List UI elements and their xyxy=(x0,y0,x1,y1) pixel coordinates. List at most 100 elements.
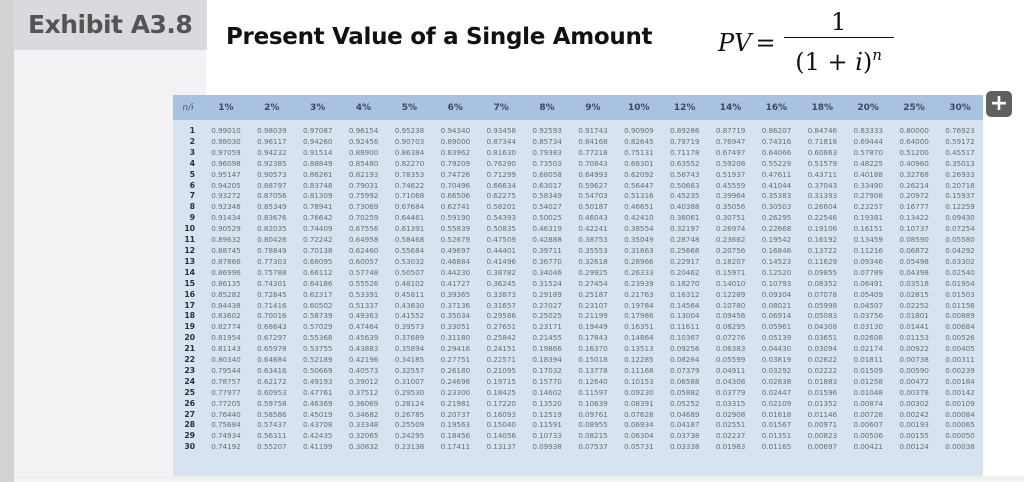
pv-value-cell: 0.45517 xyxy=(945,147,975,157)
pv-value-cell: 0.11168 xyxy=(624,365,654,375)
pv-value-cell: 0.01963 xyxy=(715,442,746,452)
pv-value-cell: 0.21455 xyxy=(532,333,562,343)
pv-value-cell: 0.63017 xyxy=(532,180,562,190)
pv-value-cell: 0.46884 xyxy=(440,256,471,266)
pv-value-cell: 0.89632 xyxy=(211,235,241,245)
pv-value-cell: 0.62460 xyxy=(348,245,379,255)
pv-value-cell: 0.84168 xyxy=(578,136,608,146)
pv-value-cell: 0.20462 xyxy=(669,267,700,277)
pv-value-cell: 0.23300 xyxy=(440,387,471,397)
pv-value-cell: 0.19542 xyxy=(761,235,792,245)
pv-value-cell: 0.31657 xyxy=(486,300,516,310)
pv-value-cell: 0.40960 xyxy=(899,158,929,168)
pv-value-cell: 0.19784 xyxy=(624,300,654,310)
pv-value-cell: 0.63416 xyxy=(257,365,287,375)
period-cell: 20 xyxy=(184,333,195,343)
pv-value-cell: 0.43708 xyxy=(302,420,333,430)
pv-value-cell: 0.20972 xyxy=(899,191,929,201)
pv-value-cell: 0.21095 xyxy=(486,365,516,375)
pv-value-cell: 0.58468 xyxy=(394,235,425,245)
pv-value-cell: 0.03651 xyxy=(807,333,838,343)
left-edge-strip xyxy=(0,0,14,482)
pv-value-cell: 0.12285 xyxy=(624,355,654,365)
pv-value-cell: 0.88797 xyxy=(257,180,287,190)
pv-value-cell: 0.23138 xyxy=(394,442,425,452)
pv-value-cell: 0.03756 xyxy=(853,311,883,321)
pv-value-cell: 0.12259 xyxy=(945,202,975,212)
page-title: Present Value of a Single Amount xyxy=(226,24,653,50)
pv-value-cell: 0.78757 xyxy=(211,376,241,386)
pv-value-cell: 0.02608 xyxy=(853,333,883,343)
table-row: 13 0.87866 0.77303 0.68095 0.60057 0.53032 0.4… xyxy=(173,257,983,268)
pv-value-cell: 0.54393 xyxy=(486,213,516,223)
pv-value-cell: 0.39365 xyxy=(440,289,471,299)
pv-value-cell: 0.53755 xyxy=(302,344,333,354)
pv-value-cell: 0.18425 xyxy=(486,387,516,397)
pv-value-cell: 0.05961 xyxy=(761,322,792,332)
pv-value-cell: 0.82645 xyxy=(624,136,654,146)
pv-value-cell: 0.21199 xyxy=(578,311,608,321)
plus-icon: + xyxy=(989,91,1009,116)
pv-value-cell: 0.00311 xyxy=(945,355,975,365)
pv-value-cell: 0.64186 xyxy=(302,278,333,288)
pv-value-cell: 0.41044 xyxy=(761,180,792,190)
pv-value-cell: 0.06383 xyxy=(715,344,746,354)
pv-value-cell: 0.66506 xyxy=(440,191,471,201)
pv-value-cell: 0.11611 xyxy=(669,322,700,332)
pv-value-cell: 0.89000 xyxy=(440,136,471,146)
pv-value-cell: 0.05998 xyxy=(807,300,838,310)
expand-button[interactable]: + xyxy=(986,91,1012,117)
pv-value-cell: 0.43630 xyxy=(394,300,425,310)
pv-table-container: n/i 1% 2% 3% 4% 5% 6% 7% 8% 9% 10% 12% 14% 16% 18% 20%… xyxy=(173,95,983,476)
pv-value-cell: 0.26295 xyxy=(761,213,792,223)
pv-value-cell: 0.84746 xyxy=(807,126,838,135)
corner-header: n/i xyxy=(182,102,194,113)
pv-value-cell: 0.00084 xyxy=(945,409,975,419)
pv-value-cell: 0.09938 xyxy=(532,442,562,452)
pv-value-cell: 0.81143 xyxy=(211,344,241,354)
pv-value-cell: 0.46369 xyxy=(302,398,333,408)
pv-value-cell: 0.08352 xyxy=(807,278,838,288)
pv-value-cell: 0.03302 xyxy=(945,256,975,266)
pv-value-cell: 0.76440 xyxy=(211,409,241,419)
pv-value-cell: 0.82270 xyxy=(394,158,425,168)
rate-header: 14% xyxy=(719,102,742,113)
pv-value-cell: 0.25509 xyxy=(394,420,425,430)
pv-value-cell: 0.57748 xyxy=(348,267,379,277)
pv-value-cell: 0.20718 xyxy=(945,180,975,190)
pv-value-cell: 0.74192 xyxy=(211,442,241,452)
pv-value-cell: 0.05409 xyxy=(853,289,883,299)
pv-value-cell: 0.04911 xyxy=(715,365,746,375)
pv-value-cell: 0.06914 xyxy=(761,311,792,321)
pv-value-cell: 0.01156 xyxy=(945,300,975,310)
table-row: 1 0.99010 0.98039 0.97087 0.96154 0.95238 0.94… xyxy=(173,126,983,137)
pv-value-cell: 0.36069 xyxy=(348,398,379,408)
pv-value-cell: 0.38782 xyxy=(486,267,516,277)
pv-value-cell: 0.92385 xyxy=(257,158,287,168)
pv-value-cell: 0.02222 xyxy=(807,365,838,375)
pv-value-cell: 0.24698 xyxy=(440,376,471,386)
pv-value-cell: 0.24295 xyxy=(394,431,425,441)
pv-value-cell: 0.62172 xyxy=(257,376,287,386)
pv-value-cell: 0.09346 xyxy=(853,256,883,266)
pv-value-cell: 0.16351 xyxy=(624,322,654,332)
pv-value-cell: 0.25842 xyxy=(486,333,516,343)
pv-value-cell: 0.86996 xyxy=(211,267,241,277)
pv-value-cell: 0.74316 xyxy=(761,136,792,146)
pv-value-cell: 0.92348 xyxy=(211,202,241,212)
pv-value-cell: 0.13520 xyxy=(532,398,562,408)
pv-value-cell: 0.13459 xyxy=(853,235,883,245)
pv-value-cell: 0.57437 xyxy=(257,420,287,430)
pv-value-cell: 0.27908 xyxy=(853,191,883,201)
table-row: 24 0.78757 0.62172 0.49193 0.39012 0.31007 0.2… xyxy=(173,377,983,388)
table-row: 2 0.98030 0.96117 0.94260 0.92456 0.90703 0.89… xyxy=(173,137,983,148)
pv-value-cell: 0.27651 xyxy=(486,322,516,332)
pv-value-cell: 0.08955 xyxy=(578,420,608,430)
pv-value-cell: 0.02237 xyxy=(715,431,746,441)
pv-value-cell: 0.70259 xyxy=(348,213,379,223)
rate-header: 5% xyxy=(401,102,418,113)
pv-value-cell: 0.22546 xyxy=(807,213,838,223)
pv-value-cell: 0.33051 xyxy=(440,322,471,332)
pv-value-cell: 0.83962 xyxy=(440,147,471,157)
pv-value-cell: 0.40188 xyxy=(853,169,883,179)
